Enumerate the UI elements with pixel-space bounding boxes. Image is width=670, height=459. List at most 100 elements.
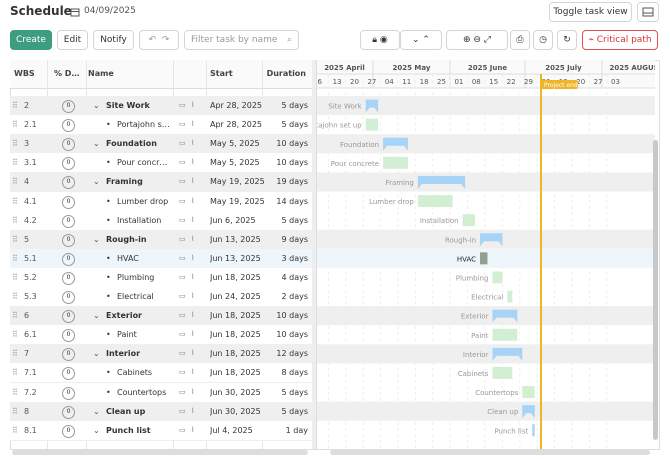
expand-chevron[interactable]: ⌄ [93, 349, 100, 359]
day-label: 27 [594, 78, 603, 86]
drag-handle[interactable]: ⠿ [12, 253, 18, 263]
drag-handle[interactable]: ⠿ [12, 292, 18, 301]
drag-handle[interactable]: ⠿ [12, 368, 18, 378]
attach-icon[interactable]: ⌇ [191, 368, 195, 377]
attach-icon[interactable]: ⌇ [191, 158, 195, 167]
duration: 4 days [281, 272, 308, 282]
comment-icon[interactable]: ▭ [179, 406, 186, 415]
task-name: Plumbing [117, 272, 155, 282]
comment-icon[interactable]: ▭ [179, 139, 186, 148]
attach-icon[interactable]: ⌇ [191, 101, 195, 109]
bar-label: Electrical [471, 294, 503, 302]
timer-button[interactable]: ◷ [533, 30, 553, 50]
drag-handle[interactable]: ⠿ [12, 349, 18, 359]
zoom-controls[interactable]: ⊕ ⊖ ⤢ [446, 30, 508, 50]
duration: 8 days [281, 368, 308, 378]
bar-label: Interior [463, 351, 489, 359]
comment-icon[interactable]: ▭ [179, 292, 186, 300]
comment-icon[interactable]: ▭ [179, 177, 186, 186]
attach-icon[interactable]: ⌇ [191, 196, 195, 205]
expand-chevron[interactable]: ⌄ [93, 406, 100, 416]
collapse-expand[interactable]: ⌄ ⌃ [400, 30, 442, 50]
expand-chevron[interactable]: ⌄ [93, 139, 100, 149]
comment-icon[interactable]: ▭ [179, 425, 186, 434]
comment-icon[interactable]: ▭ [179, 387, 186, 396]
start: Jun 30, 2025 [210, 387, 261, 397]
drag-handle[interactable]: ⠿ [12, 272, 18, 282]
drag-handle[interactable]: ⠿ [12, 311, 18, 321]
v-scrollbar[interactable] [653, 140, 658, 440]
bar-label: Plumbing [456, 274, 489, 282]
comment-icon[interactable]: ▭ [179, 311, 186, 320]
attach-icon[interactable]: ⌇ [191, 406, 195, 415]
drag-handle[interactable]: ⠿ [12, 330, 18, 340]
expand-chevron[interactable]: ⌄ [93, 425, 100, 435]
critical-path-button[interactable]: ⌁ Critical path [582, 30, 658, 50]
create-button[interactable]: Create [10, 30, 52, 50]
wbs: 5.2 [24, 272, 37, 282]
attach-icon[interactable]: ⌇ [191, 177, 195, 186]
drag-handle[interactable]: ⠿ [12, 425, 18, 435]
filter-input[interactable]: Filter task by name ⌕ [184, 30, 299, 50]
undo-redo[interactable]: ↶ ↷ [139, 30, 179, 50]
h-scrollbar[interactable] [330, 450, 650, 455]
task-name: Installation [117, 215, 162, 225]
notify-button[interactable]: Notify [93, 30, 134, 50]
lock-eye[interactable]: 🔒︎ ◉ [360, 30, 400, 50]
duration: 10 days [276, 311, 308, 321]
wbs: 8.1 [24, 425, 37, 435]
attach-icon[interactable]: ⌇ [191, 425, 195, 434]
comment-icon[interactable]: ▭ [179, 272, 186, 281]
task-name: Portajohn set up [117, 120, 172, 130]
month-label: 2025 June [468, 64, 507, 72]
drag-handle[interactable]: ⠿ [12, 158, 18, 168]
attach-icon[interactable]: ⌇ [191, 139, 195, 148]
attach-icon[interactable]: ⌇ [191, 120, 195, 129]
drag-handle[interactable]: ⠿ [12, 234, 18, 244]
comment-icon[interactable]: ▭ [179, 215, 186, 224]
edit-button[interactable]: Edit [57, 30, 88, 50]
toggle-view-button[interactable]: Toggle task view [549, 2, 632, 22]
attach-icon[interactable]: ⌇ [191, 272, 195, 281]
summary-bar [492, 309, 518, 318]
panel-button[interactable] [637, 2, 659, 22]
bar-label: Rough-in [445, 236, 476, 244]
print-button[interactable]: ⎙ [510, 30, 530, 50]
task-bar [532, 424, 535, 437]
comment-icon[interactable]: ▭ [179, 158, 186, 167]
attach-icon[interactable]: ⌇ [191, 234, 195, 243]
comment-icon[interactable]: ▭ [179, 196, 186, 205]
drag-handle[interactable]: ⠿ [12, 177, 18, 187]
comment-icon[interactable]: ▭ [179, 330, 186, 339]
attach-icon[interactable]: ⌇ [191, 253, 195, 262]
attach-icon[interactable]: ⌇ [191, 215, 195, 224]
comment-icon[interactable]: ▭ [179, 349, 186, 358]
attach-icon[interactable]: ⌇ [191, 292, 195, 300]
drag-handle[interactable]: ⠿ [12, 196, 18, 206]
wbs: 5.3 [24, 292, 37, 301]
h-scrollbar[interactable] [12, 450, 308, 455]
comment-icon[interactable]: ▭ [179, 234, 186, 243]
attach-icon[interactable]: ⌇ [191, 311, 195, 320]
attach-icon[interactable]: ⌇ [191, 349, 195, 358]
attach-icon[interactable]: ⌇ [191, 330, 195, 339]
expand-chevron[interactable]: ⌄ [93, 177, 100, 187]
expand-chevron[interactable]: ⌄ [93, 311, 100, 321]
refresh-button[interactable]: ↻ [557, 30, 577, 50]
day-label: 18 [420, 78, 429, 86]
comment-icon[interactable]: ▭ [179, 253, 186, 262]
drag-handle[interactable]: ⠿ [12, 101, 18, 110]
comment-icon[interactable]: ▭ [179, 101, 186, 109]
comment-icon[interactable]: ▭ [179, 120, 186, 129]
expand-chevron[interactable]: ⌄ [93, 234, 100, 244]
expand-chevron[interactable]: ⌄ [93, 101, 100, 110]
day-label: 08 [472, 78, 481, 86]
drag-handle[interactable]: ⠿ [12, 120, 18, 130]
splitter[interactable] [312, 60, 316, 449]
drag-handle[interactable]: ⠿ [12, 139, 18, 149]
comment-icon[interactable]: ▭ [179, 368, 186, 377]
drag-handle[interactable]: ⠿ [12, 387, 18, 397]
drag-handle[interactable]: ⠿ [12, 406, 18, 416]
attach-icon[interactable]: ⌇ [191, 387, 195, 396]
drag-handle[interactable]: ⠿ [12, 215, 18, 225]
